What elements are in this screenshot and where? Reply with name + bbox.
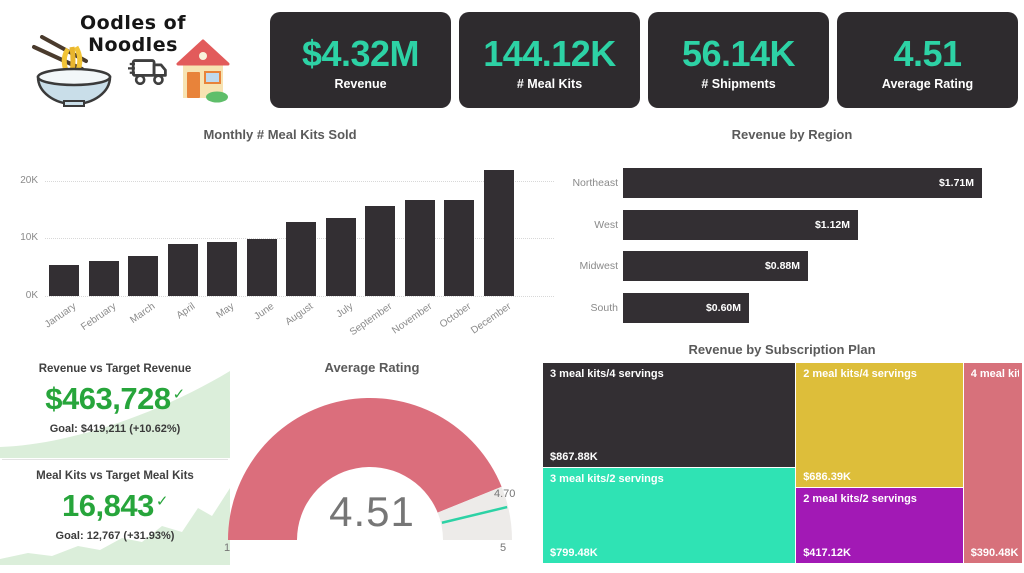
bar-september[interactable] [365, 205, 395, 296]
kpi-label: # Shipments [701, 76, 776, 91]
kpi-card-shipments[interactable]: 56.14K # Shipments [648, 12, 829, 108]
kpi-value: $4.32M [301, 32, 420, 74]
gauge-fill-arc [228, 398, 502, 540]
card-separator [2, 459, 228, 460]
y-axis-label: 0K [25, 290, 38, 301]
trend-area [0, 371, 230, 458]
region-bar-midwest[interactable]: $0.88M [623, 251, 808, 282]
monthly-meal-kits-chart: Monthly # Meal Kits Sold 0K 10K 20K January… [0, 125, 560, 345]
kpi-card-meal-kits[interactable]: 144.12K # Meal Kits [459, 12, 640, 108]
logo: Oodles of Noodles [10, 4, 240, 109]
treemap-tile-value: $686.39K [803, 471, 851, 483]
gridline [45, 296, 554, 297]
treemap-tile-value: $799.48K [550, 546, 598, 559]
kpi-label: # Meal Kits [516, 76, 583, 91]
goal-card-title: Meal Kits vs Target Meal Kits [36, 470, 194, 482]
chart-title: Average Rating [324, 360, 420, 375]
treemap-tile[interactable]: 4 meal kit… $390.48K [962, 362, 1023, 564]
noodle-bowl-icon [32, 35, 112, 107]
bar-june[interactable] [246, 238, 277, 296]
treemap-tile-label: 2 meal kits/2 servings [803, 493, 917, 505]
goal-card-goal: Goal: $419,211 (+10.62%) [49, 423, 181, 435]
treemap-tiles: 3 meal kits/4 servings $867.88K 3 meal kit… [542, 362, 1023, 564]
gauge-target-line [441, 505, 508, 524]
bar-august[interactable] [286, 222, 316, 296]
revenue-vs-target-card[interactable]: Revenue vs Target Revenue $463,728 ✓ Goal… [0, 355, 230, 458]
revenue-by-region-chart: Revenue by Region Northeast $1.71M West $1.… [560, 125, 1024, 345]
house-icon [176, 39, 230, 103]
check-icon: ✓ [172, 386, 186, 403]
region-bar-west[interactable]: $1.12M [623, 209, 858, 240]
gauge-value: 4.51 [329, 488, 415, 535]
region-label: West [594, 218, 618, 231]
region-bar-northeast[interactable]: $1.71M [623, 168, 982, 198]
y-axis-label: 20K [20, 174, 38, 186]
chart-title: Monthly # Meal Kits Sold [203, 127, 357, 142]
bar-april[interactable] [167, 243, 198, 296]
revenue-by-subscription-treemap: Revenue by Subscription Plan 3 meal kits… [542, 340, 1023, 565]
kpi-label: Average Rating [881, 76, 974, 91]
logo-title: Oodles of Noodles [80, 12, 186, 56]
delivery-truck-icon [128, 59, 167, 85]
average-rating-gauge[interactable]: Average Rating 4.51 1 5 4.70 [222, 358, 522, 573]
goal-card-goal: Goal: 12,767 (+31.93%) [55, 530, 175, 542]
treemap-tile-label: 2 meal kits/4 servings [803, 368, 917, 380]
goal-card-value: 16,843 ✓ [62, 488, 169, 523]
x-axis-label: January [42, 301, 79, 331]
chart-title: Revenue by Region [731, 127, 853, 142]
kpi-value: 4.51 [893, 32, 962, 74]
treemap-tile-label: 4 meal kit… [970, 368, 1019, 380]
treemap-tile-label: 3 meal kits/4 servings [550, 368, 664, 380]
bar-november[interactable] [404, 199, 435, 296]
kpi-value: 144.12K [483, 32, 616, 74]
bar-february[interactable] [88, 261, 119, 296]
treemap-tile[interactable]: 2 meal kits/4 servings $686.39K [795, 362, 964, 488]
bar-july[interactable] [325, 217, 356, 296]
gauge-target-label: 4.70 [494, 488, 516, 500]
monthly-bar-plot: 0K 10K 20K January February March April May June… [20, 169, 554, 338]
gauge-max-label: 5 [500, 542, 507, 554]
gauge-min-label: 1 [224, 542, 231, 554]
gauge-arc [228, 398, 512, 540]
treemap-tile[interactable]: 2 meal kits/2 servings $417.12K [795, 487, 964, 564]
meal-kits-vs-target-card[interactable]: Meal Kits vs Target Meal Kits 16,843 ✓ Go… [0, 462, 230, 565]
bar-value-label: $0.88M [764, 260, 800, 273]
bar-value-label: $1.12M [814, 218, 850, 231]
bar-january[interactable] [49, 264, 79, 296]
treemap-tile-value: $867.88K [550, 450, 598, 463]
kpi-card-revenue[interactable]: $4.32M Revenue [270, 12, 451, 108]
treemap-tile-value: $417.12K [803, 547, 851, 559]
goal-card-title: Revenue vs Target Revenue [38, 363, 192, 375]
logo-icons [28, 35, 233, 107]
treemap-tile-label: 3 meal kits/2 servings [550, 472, 664, 485]
kpi-label: Revenue [334, 76, 387, 91]
goal-card-value: $463,728 ✓ [45, 381, 186, 416]
trend-area [0, 488, 230, 565]
bar-may[interactable] [207, 242, 237, 296]
bar-march[interactable] [128, 256, 158, 296]
bar-october[interactable] [444, 199, 474, 296]
kpi-card-average-rating[interactable]: 4.51 Average Rating [837, 12, 1018, 108]
treemap-tile-value: $390.48K [970, 547, 1019, 559]
region-label: Midwest [579, 260, 618, 273]
kpi-value: 56.14K [681, 32, 796, 74]
treemap-tile[interactable]: 3 meal kits/4 servings $867.88K [542, 362, 797, 468]
region-label: Northeast [572, 177, 618, 189]
chart-title: Revenue by Subscription Plan [688, 342, 876, 357]
region-label: South [590, 302, 618, 315]
check-icon: ✓ [155, 493, 169, 510]
region-bar-south[interactable]: $0.60M [623, 293, 749, 324]
gridline [45, 180, 554, 182]
y-axis-label: 10K [20, 232, 38, 244]
gauge-rest-arc [437, 486, 512, 540]
treemap-tile[interactable]: 3 meal kits/2 servings $799.48K [542, 466, 797, 564]
bar-value-label: $0.60M [705, 302, 741, 315]
bar-december[interactable] [483, 170, 514, 296]
bar-value-label: $1.71M [938, 177, 974, 189]
